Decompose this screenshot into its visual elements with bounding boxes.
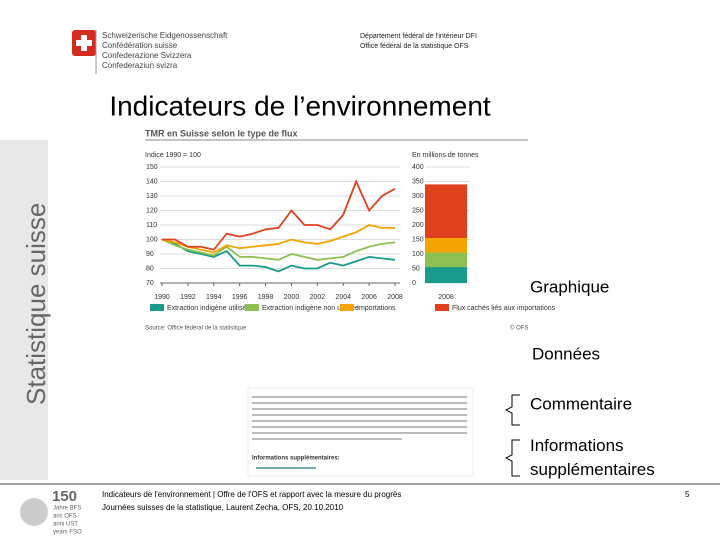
chart-title: TMR en Suisse selon le type de flux (145, 128, 298, 138)
x-tick-label: 1996 (232, 294, 248, 301)
department-line: Office fédéral de la statistique OFS (360, 43, 469, 50)
x-tick-label: 1992 (180, 294, 196, 301)
logo-text: anni UST (53, 522, 78, 528)
legend-label: Flux cachés liés aux importations (452, 305, 556, 312)
y2-tick-label: 150 (412, 236, 424, 243)
confederation-line: Schweizerische Eidgenossenschaft (102, 31, 228, 40)
y-tick-label: 90 (146, 251, 154, 258)
stacked-bar (425, 184, 467, 239)
legend-swatch (340, 304, 354, 311)
slide-title: Indicateurs de l’environnement (109, 90, 491, 121)
chart-subtitle: En millions de tonnes (412, 152, 479, 159)
legend-swatch (245, 304, 259, 311)
y2-tick-label: 350 (412, 178, 424, 185)
y2-tick-label: 100 (412, 251, 424, 258)
y-tick-label: 110 (146, 222, 157, 229)
legend-label: Extraction indigène utilisée (167, 305, 250, 312)
line-series (161, 224, 395, 254)
department-line: Département fédéral de l'intérieur DFI (360, 33, 477, 40)
y-tick-label: 100 (146, 236, 158, 243)
line-series (161, 238, 396, 261)
section-label: Graphique (530, 277, 609, 296)
y2-tick-label: 200 (412, 222, 424, 229)
x-tick-label: 1998 (258, 294, 274, 301)
stacked-bar (425, 267, 467, 283)
logo-text: Jahre BFS (53, 506, 81, 512)
bracket (504, 394, 520, 426)
footer-line: Journées suisses de la statistique, Laur… (102, 503, 344, 512)
comment-heading: Informations supplémentaires: (252, 456, 340, 462)
x-tick-label: 2004 (335, 294, 351, 301)
logo-circle (20, 498, 48, 526)
page-number: 5 (685, 490, 690, 499)
x-tick-label: 1990 (154, 294, 170, 301)
confederation-line: Confédération suisse (102, 41, 178, 50)
logo-text: years FSO (53, 530, 82, 536)
sidebar-bg (0, 140, 48, 480)
comment-lines (252, 396, 467, 469)
chart-copyright: © OFS (510, 325, 528, 332)
logo-number: 150 (52, 488, 77, 505)
x-tick-label: 2002 (310, 294, 326, 301)
line-series (161, 238, 396, 273)
y2-tick-label: 400 (412, 164, 424, 171)
stacked-bar (425, 252, 467, 268)
y-tick-label: 120 (146, 207, 158, 214)
confederation-line: Confederazione Svizzera (102, 51, 192, 60)
confederation-line: Confederaziun svizra (102, 61, 178, 70)
x-tick-label: 2000 (284, 294, 300, 301)
logo-text: ans OFS (53, 514, 77, 520)
bracket (504, 439, 520, 477)
y2-tick-label: 300 (412, 193, 424, 200)
legend-label: Importations (357, 305, 396, 312)
y2-tick-label: 50 (412, 265, 420, 272)
chart-subtitle: Indice 1990 = 100 (145, 152, 201, 159)
footer-line: Indicateurs de l'environnement | Offre d… (102, 490, 401, 499)
legend-swatch (435, 304, 449, 311)
line-series (162, 179, 396, 251)
legend-label: Extraction indigène non utilisée (262, 305, 359, 312)
y-tick-label: 80 (146, 265, 154, 272)
y-tick-label: 140 (146, 178, 158, 185)
section-label: Données (532, 344, 600, 363)
chart-source: Source: Office fédéral de la statistique (145, 326, 247, 332)
y2-tick-label: 250 (412, 207, 424, 214)
y-tick-label: 150 (146, 164, 158, 171)
x-tick-label: 1994 (206, 294, 222, 301)
y2-tick-label: 0 (412, 280, 416, 287)
section-label: Informations supplémentaires (530, 436, 655, 479)
flag-cross (76, 40, 92, 46)
y-tick-label: 70 (146, 280, 154, 287)
x-tick-label: 2008 (387, 294, 403, 301)
stacked-bar (425, 238, 467, 253)
sidebar-text: Statistique suisse (21, 203, 51, 405)
bar-category: 2008 (438, 294, 454, 301)
y-tick-label: 130 (146, 193, 158, 200)
legend-swatch (150, 304, 164, 311)
section-label: Commentaire (530, 394, 632, 413)
x-tick-label: 2006 (361, 294, 377, 301)
